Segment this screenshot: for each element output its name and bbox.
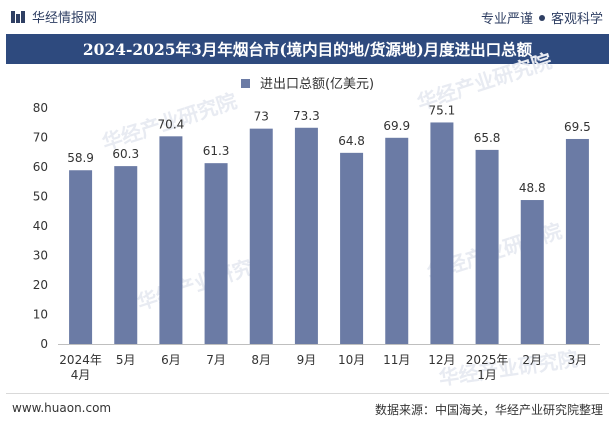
y-tick-label: 70: [33, 131, 48, 145]
bar-value-label: 73.3: [293, 109, 320, 123]
y-tick-label: 40: [33, 219, 48, 233]
brand-name: 华经情报网: [32, 11, 98, 26]
bar-labels: 58.9 60.3 70.4 61.3 73 73.3 64.8 69.9 75.1 65.8 48…: [67, 103, 591, 195]
y-tick-label: 50: [33, 190, 48, 204]
footer-divider: [6, 393, 609, 394]
bar: [475, 149, 499, 344]
slogan-right: 客观科学: [550, 12, 603, 27]
legend-label: 进出口总额(亿美元): [259, 77, 375, 92]
bar-value-label: 69.9: [383, 119, 410, 133]
bar: [159, 136, 183, 344]
bar-value-label: 73: [254, 110, 269, 124]
x-tick-label: 6月: [161, 353, 181, 367]
top-bar: 华经情报网 专业严谨 客观科学: [0, 0, 615, 30]
x-tick-label: 12月: [428, 353, 455, 367]
bar: [114, 166, 138, 344]
chart-legend: 进出口总额(亿美元): [0, 73, 615, 92]
slogan: 专业严谨 客观科学: [481, 8, 603, 27]
bars: [69, 122, 589, 344]
bar: [294, 127, 318, 344]
y-tick-label: 30: [33, 249, 48, 263]
bar-value-label: 60.3: [112, 147, 139, 161]
bar-value-label: 58.9: [67, 151, 94, 165]
bar: [249, 128, 273, 344]
bar-value-label: 64.8: [338, 134, 365, 148]
slogan-left: 专业严谨: [480, 12, 533, 27]
bar: [69, 170, 93, 344]
bar: [385, 137, 409, 344]
x-tick-label: 10月: [338, 353, 365, 367]
brand: 华经情报网: [10, 7, 97, 26]
chart-title: 2024-2025年3月年烟台市(境内目的地/货源地)月度进出口总额: [82, 40, 533, 59]
y-tick-label: 20: [33, 278, 48, 292]
bar: [340, 152, 364, 344]
x-tick-label: 5月: [116, 353, 136, 367]
footer-website: www.huaon.com: [12, 401, 112, 415]
bar-value-label: 69.5: [564, 120, 591, 134]
bar-value-label: 65.8: [474, 131, 501, 145]
bar: [430, 122, 454, 344]
x-tick-label: 2025年 1月: [466, 353, 509, 382]
x-tick-label: 9月: [297, 353, 317, 367]
x-tick-label: 11月: [383, 353, 410, 367]
bullet-dot-icon: [538, 14, 545, 21]
bar-value-label: 48.8: [519, 181, 546, 195]
y-tick-label: 60: [33, 160, 48, 174]
chart-title-bar: 2024-2025年3月年烟台市(境内目的地/货源地)月度进出口总额: [6, 34, 609, 64]
y-tick-label: 80: [33, 101, 48, 115]
bar: [520, 200, 544, 344]
bar-value-label: 61.3: [203, 144, 230, 158]
y-tick-label: 0: [40, 337, 48, 351]
x-tick-label: 8月: [251, 353, 271, 367]
y-axis: 0 10 20 30 40 50 60 70 80: [33, 101, 48, 351]
x-tick-label: 2月: [522, 353, 542, 367]
bar: [204, 163, 228, 344]
footer-source: 数据来源：中国海关，华经产业研究院整理: [374, 403, 603, 417]
y-tick-label: 10: [33, 308, 48, 322]
x-tick-label: 7月: [206, 353, 226, 367]
bar-value-label: 70.4: [158, 117, 185, 131]
x-tick-label: 3月: [568, 353, 588, 367]
legend-swatch-icon: [240, 79, 250, 88]
brand-logo-icon: [11, 10, 25, 23]
bar-value-label: 75.1: [429, 103, 456, 117]
x-axis: 2024年 4月 5月 6月 7月 8月 9月 10月 11月 12月 2025年 1月 2月 3月: [58, 344, 600, 382]
bar: [565, 138, 589, 344]
x-tick-label: 2024年 4月: [59, 353, 102, 382]
